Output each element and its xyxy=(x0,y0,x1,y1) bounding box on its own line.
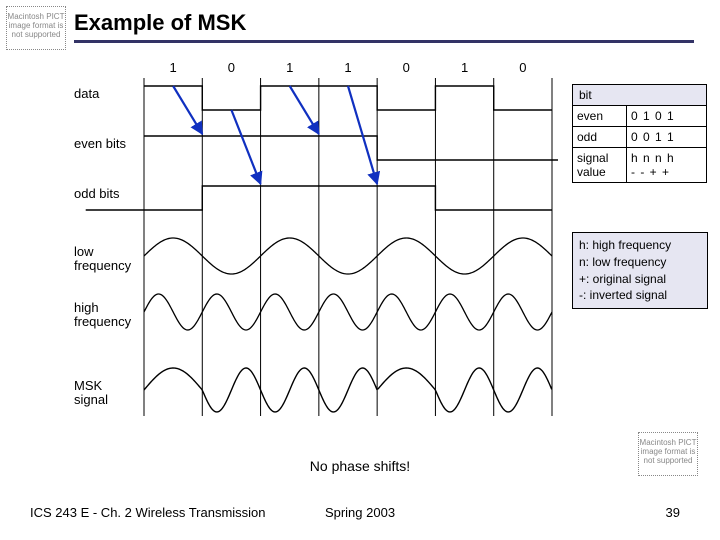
footer-center: Spring 2003 xyxy=(0,505,720,520)
footer-right: 39 xyxy=(666,505,680,520)
row-label-low_freq: lowfrequency xyxy=(74,244,132,273)
bit-label: 1 xyxy=(286,60,293,75)
bit-label: 1 xyxy=(170,60,177,75)
row-label-msk_signal: MSKsignal xyxy=(74,378,108,407)
legend-line: n: low frequency xyxy=(579,254,701,271)
bit-table: bit even0 1 0 1odd0 0 1 1signal valueh n… xyxy=(572,84,707,183)
bit-table-key: even xyxy=(573,106,627,127)
row-label-even_bits: even bits xyxy=(74,136,127,151)
legend-line: h: high frequency xyxy=(579,237,701,254)
bit-label: 1 xyxy=(461,60,468,75)
pict-placeholder-top-left: Macintosh PICT image format is not suppo… xyxy=(6,6,66,50)
bit-table-row: even0 1 0 1 xyxy=(573,106,707,127)
row-label-odd_bits: odd bits xyxy=(74,186,120,201)
bit-table-val: 0 1 0 1 xyxy=(627,106,707,127)
legend-box: h: high frequencyn: low frequency+: orig… xyxy=(572,232,708,309)
row-label-high_freq: highfrequency xyxy=(74,300,132,329)
bit-label: 1 xyxy=(344,60,351,75)
legend-line: +: original signal xyxy=(579,271,701,288)
bit-table-val: 0 0 1 1 xyxy=(627,127,707,148)
bit-table-val: h n n h - - + + xyxy=(627,148,707,183)
msk-chart: 1 0 1 1 0 1 0 data even bits odd bits lowfrequency… xyxy=(74,56,558,440)
bit-label: 0 xyxy=(228,60,235,75)
bit-label: 0 xyxy=(519,60,526,75)
slide-title: Example of MSK xyxy=(74,10,246,36)
bit-table-row: odd0 0 1 1 xyxy=(573,127,707,148)
bit-table-header: bit xyxy=(573,85,707,106)
pict-placeholder-bottom-right: Macintosh PICT image format is not suppo… xyxy=(638,432,698,476)
chart-svg: 1 0 1 1 0 1 0 data even bits odd bits lowfrequency… xyxy=(74,56,558,440)
bit-table-key: odd xyxy=(573,127,627,148)
legend-line: -: inverted signal xyxy=(579,287,701,304)
row-label-data: data xyxy=(74,86,100,101)
bit-table-key: signal value xyxy=(573,148,627,183)
bit-table-row: signal valueh n n h - - + + xyxy=(573,148,707,183)
bit-label: 0 xyxy=(403,60,410,75)
title-underline xyxy=(74,40,694,43)
note-no-phase-shifts: No phase shifts! xyxy=(0,458,720,474)
